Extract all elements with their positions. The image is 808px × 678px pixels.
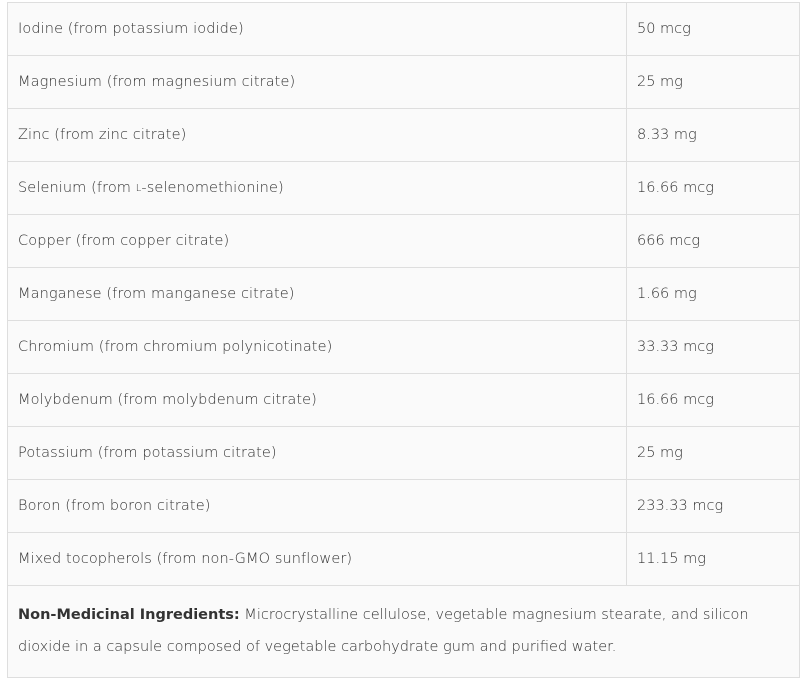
ingredient-amount: 25 mg [637,445,683,461]
non-medicinal-label: Non-Medicinal Ingredients: [18,607,240,623]
ingredient-name: Magnesium (from magnesium citrate) [8,56,627,108]
ingredient-amount: 1.66 mg [637,286,697,302]
name-prefix: Selenium (from [18,180,136,196]
non-medicinal-ingredients: Non-Medicinal Ingredients: Microcrystall… [8,586,799,678]
ingredient-name: Iodine (from potassium iodide) [8,3,627,55]
ingredients-table: Iodine (from potassium iodide) 50 mcg Mag… [7,2,800,678]
ingredient-amount: 11.15 mg [637,551,706,567]
ingredient-name: Mixed tocopherols (from non-GMO sunflowe… [8,533,627,585]
ingredient-amount: 25 mg [637,74,683,90]
ingredient-name: Copper (from copper citrate) [8,215,627,267]
table-row: Mixed tocopherols (from non-GMO sunflowe… [8,533,799,586]
table-row: Manganese (from manganese citrate) 1.66 m… [8,268,799,321]
table-row: Copper (from copper citrate) 666 mcg [8,215,799,268]
table-row: Magnesium (from magnesium citrate) 25 mg [8,56,799,109]
table-row: Chromium (from chromium polynicotinate) 3… [8,321,799,374]
table-row: Selenium (from L -selenomethionine) 16.66 … [8,162,799,215]
ingredient-name: Potassium (from potassium citrate) [8,427,627,479]
ingredient-amount: 16.66 mcg [637,180,714,196]
ingredient-name: Boron (from boron citrate) [8,480,627,532]
name-subscript: L [135,182,142,194]
non-medicinal-text: Microcrystalline cellulose, vegetable ma… [18,607,754,655]
table-row: Iodine (from potassium iodide) 50 mcg [8,2,799,56]
ingredient-name: Manganese (from manganese citrate) [8,268,627,320]
ingredient-name: Selenium (from L -selenomethionine) [8,162,627,214]
ingredient-amount: 233.33 mcg [637,498,724,514]
name-suffix: -selenomethionine) [141,180,284,196]
table-row: Zinc (from zinc citrate) 8.33 mg [8,109,799,162]
ingredient-amount: 16.66 mcg [637,392,714,408]
ingredient-name: Chromium (from chromium polynicotinate) [8,321,627,373]
ingredient-amount: 33.33 mcg [637,339,714,355]
ingredient-amount: 666 mcg [637,233,701,249]
table-row: Molybdenum (from molybdenum citrate) 16.6… [8,374,799,427]
ingredient-name: Zinc (from zinc citrate) [8,109,627,161]
ingredient-amount: 50 mcg [637,21,691,37]
table-row: Boron (from boron citrate) 233.33 mcg [8,480,799,533]
ingredient-amount: 8.33 mg [637,127,697,143]
ingredient-name: Molybdenum (from molybdenum citrate) [8,374,627,426]
table-row: Potassium (from potassium citrate) 25 mg [8,427,799,480]
